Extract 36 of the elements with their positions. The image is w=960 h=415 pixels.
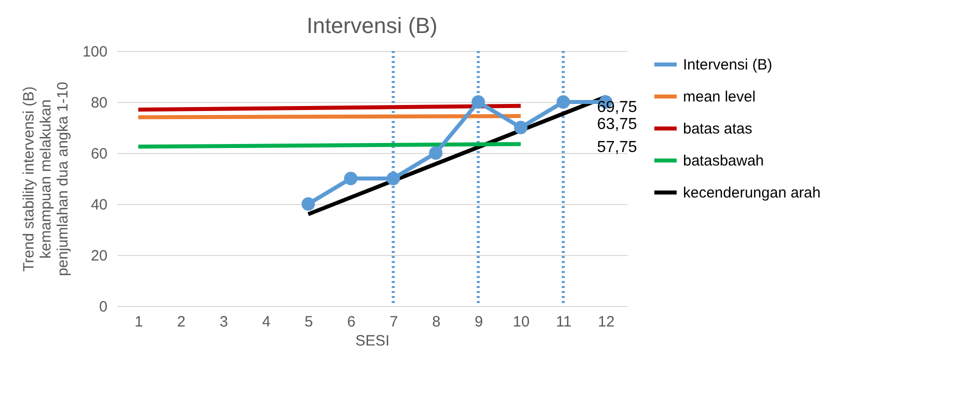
y-tick-label: 100 xyxy=(82,44,108,60)
legend-label: batas atas xyxy=(683,120,752,138)
x-tick-label: 11 xyxy=(556,314,572,330)
point xyxy=(514,120,528,134)
x-tick-label: 7 xyxy=(390,314,398,330)
point xyxy=(302,197,315,211)
x-tick-label: 10 xyxy=(512,314,530,330)
legend-label: Intervensi (B) xyxy=(683,56,772,74)
legend-label: mean level xyxy=(683,88,756,106)
point xyxy=(429,146,442,160)
legend-label: batasbawah xyxy=(683,152,764,170)
y-tick-label: 0 xyxy=(99,298,108,316)
x-tick-label: 12 xyxy=(598,314,615,330)
point xyxy=(472,95,485,109)
annotation: 57,75 xyxy=(596,139,638,156)
x-tick-label: 2 xyxy=(177,314,186,330)
legend-label: kecenderungan arah xyxy=(683,184,821,202)
annotation: 69,75 xyxy=(596,99,638,116)
y-tick-label: 40 xyxy=(90,196,108,214)
x-tick-label: 8 xyxy=(432,314,440,330)
x-tick-label: 5 xyxy=(304,314,313,330)
point xyxy=(386,172,400,186)
x-tick-label: 4 xyxy=(262,314,270,330)
y-tick-label: 80 xyxy=(90,94,108,112)
y-tick-label: 60 xyxy=(90,146,108,162)
chart-title: Intervensi (B) xyxy=(306,13,438,38)
x-tick-label: 1 xyxy=(134,314,143,330)
x-tick-label: 9 xyxy=(474,314,483,330)
x-axis-title: SESI xyxy=(355,332,390,350)
point xyxy=(556,95,570,109)
y-axis-title: Trend stability intervensi (B) kemampuan melakukan penjumlahan dua angka 1-10 xyxy=(20,82,72,276)
annotation: 63,75 xyxy=(596,116,638,134)
point xyxy=(344,172,358,186)
y-tick-label: 20 xyxy=(90,248,108,264)
x-tick-label: 6 xyxy=(347,314,356,330)
x-tick-label: 3 xyxy=(220,314,228,330)
